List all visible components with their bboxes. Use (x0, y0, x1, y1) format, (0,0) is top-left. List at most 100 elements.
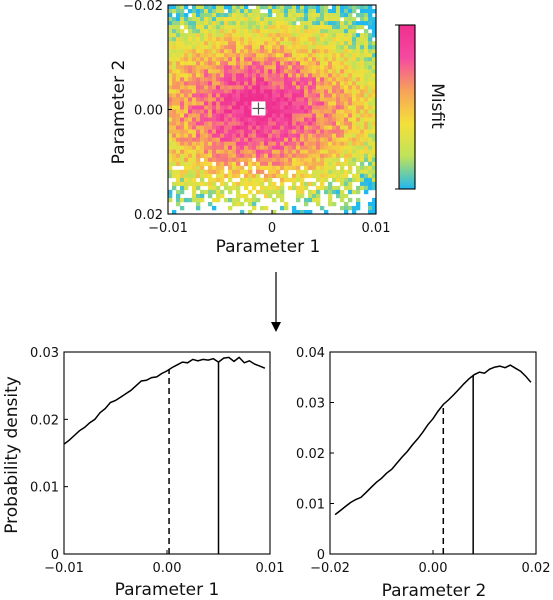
heatmap-cell (268, 145, 273, 150)
heatmap-cell (240, 201, 245, 207)
heatmap-cell (272, 69, 277, 74)
heatmap-cell (344, 17, 349, 22)
heatmap-cell (236, 173, 241, 179)
heatmap-cell (356, 21, 361, 26)
heatmap-cell (332, 61, 337, 66)
heatmap-cell (204, 121, 209, 126)
heatmap-cell (176, 17, 181, 22)
heatmap-cell (204, 189, 209, 195)
heatmap-cell (332, 93, 337, 98)
heatmap-cell (256, 37, 261, 42)
heatmap-cell (212, 121, 217, 126)
heatmap-cell (272, 137, 277, 142)
heatmap-cell (360, 173, 365, 179)
heatmap-cell (228, 157, 233, 163)
heatmap-cell (312, 89, 317, 94)
heatmap-cell (308, 93, 313, 98)
heatmap-cell (224, 77, 229, 82)
heatmap-cell (308, 97, 313, 102)
heatmap-cell (256, 73, 261, 78)
heatmap-cell (200, 137, 205, 142)
heatmap-cell (260, 5, 265, 10)
heatmap-cell (356, 37, 361, 42)
heatmap-cell (248, 157, 253, 163)
heatmap-cell (316, 69, 321, 74)
heatmap-cell (172, 5, 177, 10)
heatmap-cell (304, 125, 309, 130)
left-density-y-label: Probability density (2, 376, 22, 534)
heatmap-cell (240, 37, 245, 42)
heatmap-cell (208, 37, 213, 42)
heatmap-cell (232, 165, 237, 171)
heatmap-cell (192, 145, 197, 150)
heatmap-cell (220, 177, 225, 183)
heatmap-cell (196, 165, 201, 171)
heatmap-cell (372, 77, 377, 82)
heatmap-cell (240, 93, 245, 98)
heatmap-cell (320, 129, 325, 134)
heatmap-cell (300, 145, 305, 150)
heatmap-cell (348, 73, 353, 78)
heatmap-cell (352, 33, 357, 38)
heatmap-cell (180, 77, 185, 82)
heatmap-cell (368, 113, 373, 118)
heatmap-cell (336, 45, 341, 50)
heatmap-cell (196, 185, 201, 191)
heatmap-cell (348, 93, 353, 98)
heatmap-cell (332, 157, 337, 163)
heatmap-cell (180, 33, 185, 38)
heatmap-cell (272, 153, 277, 159)
heatmap-cell (280, 189, 285, 195)
heatmap-cell (196, 29, 201, 34)
heatmap-cell (336, 105, 341, 110)
heatmap-cell (268, 25, 273, 30)
heatmap-cell (236, 9, 241, 14)
heatmap-cell (288, 113, 293, 118)
right-density-x-ticks: −0.02 0.00 0.02 (310, 550, 550, 576)
heatmap-cell (312, 33, 317, 38)
heatmap-cell (236, 37, 241, 42)
heatmap-cell (264, 49, 269, 54)
heatmap-cell (168, 41, 173, 46)
heatmap-cell (340, 73, 345, 78)
heatmap-cell (232, 73, 237, 78)
heatmap-cell (296, 169, 301, 175)
heatmap-cell (180, 53, 185, 58)
heatmap-cell (228, 21, 233, 26)
heatmap-cell (372, 97, 377, 102)
heatmap-cell (184, 25, 189, 30)
heatmap-cell (244, 57, 249, 62)
heatmap-cell (372, 185, 377, 191)
heatmap-cell (220, 117, 225, 122)
heatmap-cell (256, 97, 261, 102)
heatmap-cell (176, 49, 181, 54)
heatmap-cell (348, 133, 353, 138)
heatmap-cell (232, 33, 237, 38)
heatmap-cell (220, 69, 225, 74)
heatmap-cell (272, 185, 277, 191)
heatmap-cell (336, 117, 341, 122)
heatmap-cell (352, 153, 357, 159)
heatmap-cell (332, 13, 337, 18)
heatmap-cell (288, 61, 293, 66)
heatmap-cell (288, 77, 293, 82)
heatmap-cell (240, 9, 245, 14)
heatmap-cell (372, 197, 377, 203)
heatmap-cell (224, 161, 229, 167)
heatmap-cell (260, 125, 265, 130)
heatmap-cell (284, 93, 289, 98)
heatmap-cell (224, 153, 229, 159)
heatmap-cell (280, 105, 285, 110)
heatmap-cell (252, 173, 257, 179)
heatmap-cell (204, 73, 209, 78)
heatmap-cell (372, 33, 377, 38)
heatmap-cell (300, 161, 305, 167)
heatmap-cell (332, 149, 337, 155)
heatmap-cell (204, 153, 209, 159)
heatmap-cell (224, 5, 229, 10)
heatmap-cell (180, 101, 185, 106)
heatmap-cell (276, 137, 281, 142)
heatmap-cell (204, 13, 209, 18)
heatmap-cell (304, 65, 309, 70)
heatmap-cell (340, 41, 345, 46)
